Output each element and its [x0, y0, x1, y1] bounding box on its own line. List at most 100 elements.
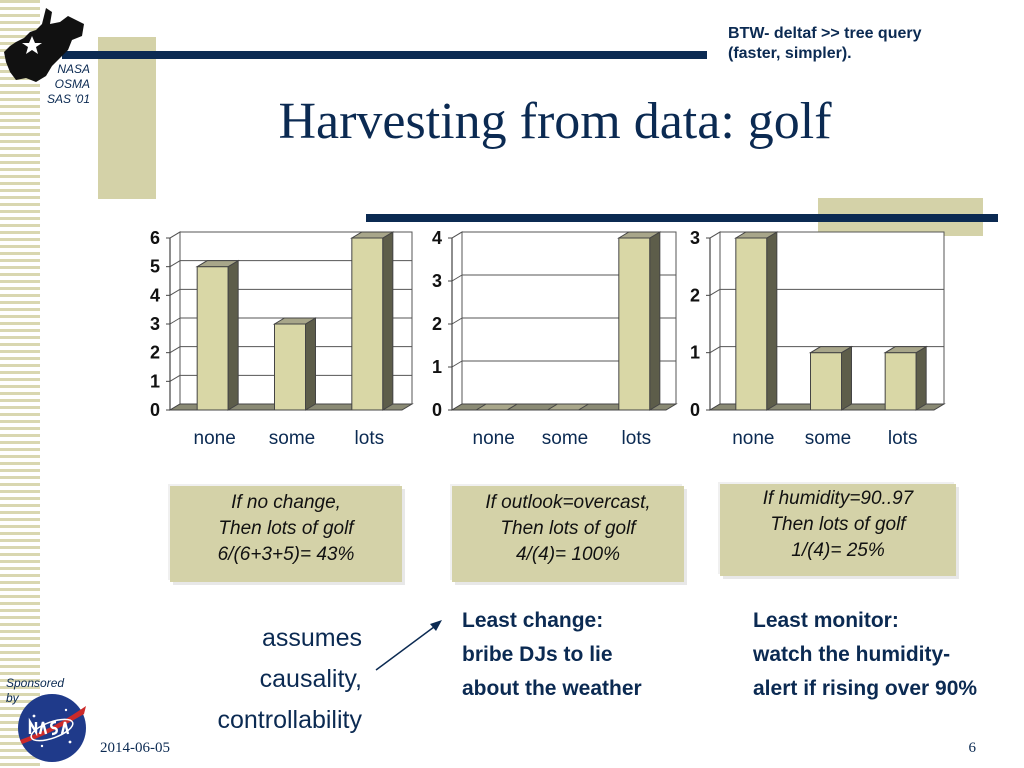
y-tick-label: 4	[150, 285, 160, 305]
assumes-text: assumes causality, controllability	[176, 618, 362, 741]
bar-zero	[545, 403, 591, 411]
bar-top	[734, 231, 779, 239]
y-tick-label: 5	[150, 257, 160, 277]
x-tick-label: none	[473, 428, 515, 449]
org-label: NASA OSMA SAS '01	[26, 62, 90, 107]
bar-top	[617, 231, 662, 239]
chart-humidity: 0 1 2 3 none some lots	[674, 228, 954, 458]
bar-lots	[350, 231, 395, 411]
assumes-line: assumes	[261, 624, 362, 652]
bar-side	[227, 259, 239, 411]
y-tick-label: 2	[432, 314, 442, 334]
bar-front	[810, 352, 842, 411]
chart-outlook-overcast: 0 1 2 3 4 none some lots	[412, 228, 682, 458]
gridline	[451, 360, 463, 368]
plot-side-wall	[709, 231, 721, 411]
bar-front	[618, 237, 651, 411]
gridline	[709, 231, 721, 239]
y-tick-label: 3	[690, 228, 700, 248]
rule-line: 1/(4)= 25%	[791, 540, 885, 561]
rule-line: If humidity=90..97	[762, 488, 914, 509]
rule-line: 6/(6+3+5)= 43%	[217, 544, 355, 565]
decorative-strip	[0, 0, 40, 768]
y-tick-label: 0	[150, 400, 160, 420]
y-tick-label: 3	[150, 314, 160, 334]
x-tick-label: some	[805, 428, 851, 449]
bar-top	[350, 231, 395, 239]
section-rule	[366, 214, 998, 222]
bar-top	[272, 317, 318, 325]
x-tick-label: lots	[888, 428, 918, 449]
rule-line: If outlook=overcast,	[485, 492, 651, 513]
note-line: BTW- deltaf >> tree query	[728, 25, 922, 42]
corner-note: BTW- deltaf >> tree query (faster, simpl…	[728, 24, 1018, 64]
gridline	[709, 288, 721, 296]
x-tick-label: none	[194, 428, 236, 449]
org-line: NASA	[57, 62, 90, 76]
y-tick-label: 1	[690, 343, 700, 363]
note-line: (faster, simpler).	[728, 45, 852, 62]
bar-side	[305, 317, 316, 411]
x-tick-label: some	[542, 428, 588, 449]
gridline	[169, 374, 181, 382]
title-rule	[62, 51, 707, 59]
rule-line: Then lots of golf	[218, 518, 354, 539]
bar-front	[196, 266, 229, 411]
bar-some	[545, 403, 591, 411]
gridline	[169, 288, 181, 296]
rule-line: 4/(4)= 100%	[515, 544, 621, 565]
org-line: OSMA	[54, 77, 90, 91]
rule-box-outlook: If outlook=overcast, Then lots of golf 4…	[452, 486, 684, 582]
org-line: SAS '01	[47, 92, 90, 106]
bar-top	[883, 346, 928, 354]
chart-no-change: 0 1 2 3 4 5 6 none some lots	[130, 228, 420, 458]
least-monitor-line: watch the humidity-	[753, 643, 951, 666]
page-number: 6	[968, 740, 977, 756]
gridline	[451, 231, 463, 239]
least-monitor-line: Least monitor:	[753, 609, 899, 632]
bar-front	[884, 352, 917, 411]
y-tick-label: 1	[150, 371, 160, 391]
bar-some	[272, 317, 318, 411]
bar-top	[808, 346, 854, 354]
x-tick-label: none	[732, 428, 774, 449]
chart-svg: 0 1 2 3 none some lots	[690, 228, 946, 449]
chart-svg: 0 1 2 3 4 none some lots	[432, 228, 678, 449]
y-tick-label: 2	[150, 343, 160, 363]
sponsored-line: Sponsored	[6, 676, 65, 690]
sponsored-label: Sponsored by	[6, 676, 64, 706]
bar-side	[649, 231, 661, 411]
x-tick-label: some	[269, 428, 315, 449]
bar-none	[474, 403, 519, 411]
bar-side	[841, 345, 852, 411]
bar-front	[351, 237, 384, 411]
bar-lots	[883, 345, 928, 411]
least-change-line: about the weather	[462, 677, 642, 700]
nasa-meatball-logo-icon	[18, 694, 86, 762]
slide-date: 2014-06-05	[100, 740, 170, 756]
assumes-line: causality,	[259, 665, 362, 693]
gridline	[451, 274, 463, 282]
y-tick-label: 1	[432, 357, 442, 377]
bar-side	[382, 231, 394, 411]
gridline	[169, 231, 181, 239]
y-tick-label: 6	[150, 228, 160, 248]
bar-none	[734, 231, 779, 411]
x-tick-label: lots	[355, 428, 385, 449]
least-change-line: Least change:	[462, 609, 604, 632]
bar-side	[766, 231, 778, 411]
chart-svg: 0 1 2 3 4 5 6 none some lots	[150, 228, 414, 449]
sponsored-line: by	[6, 691, 19, 705]
bar-front	[274, 323, 306, 411]
least-change-text: Least change: bribe DJs to lie about the…	[462, 604, 642, 706]
rule-box-humidity: If humidity=90..97 Then lots of golf 1/(…	[720, 484, 956, 576]
least-monitor-line: alert if rising over 90%	[753, 677, 978, 700]
y-tick-label: 2	[690, 285, 700, 305]
rule-line: Then lots of golf	[500, 518, 636, 539]
bar-top	[195, 260, 240, 268]
west-virginia-map-icon	[4, 8, 84, 82]
gridline	[709, 346, 721, 354]
slide-title: Harvesting from data: golf	[278, 93, 832, 150]
bar-none	[195, 259, 240, 411]
x-tick-label: lots	[622, 428, 652, 449]
